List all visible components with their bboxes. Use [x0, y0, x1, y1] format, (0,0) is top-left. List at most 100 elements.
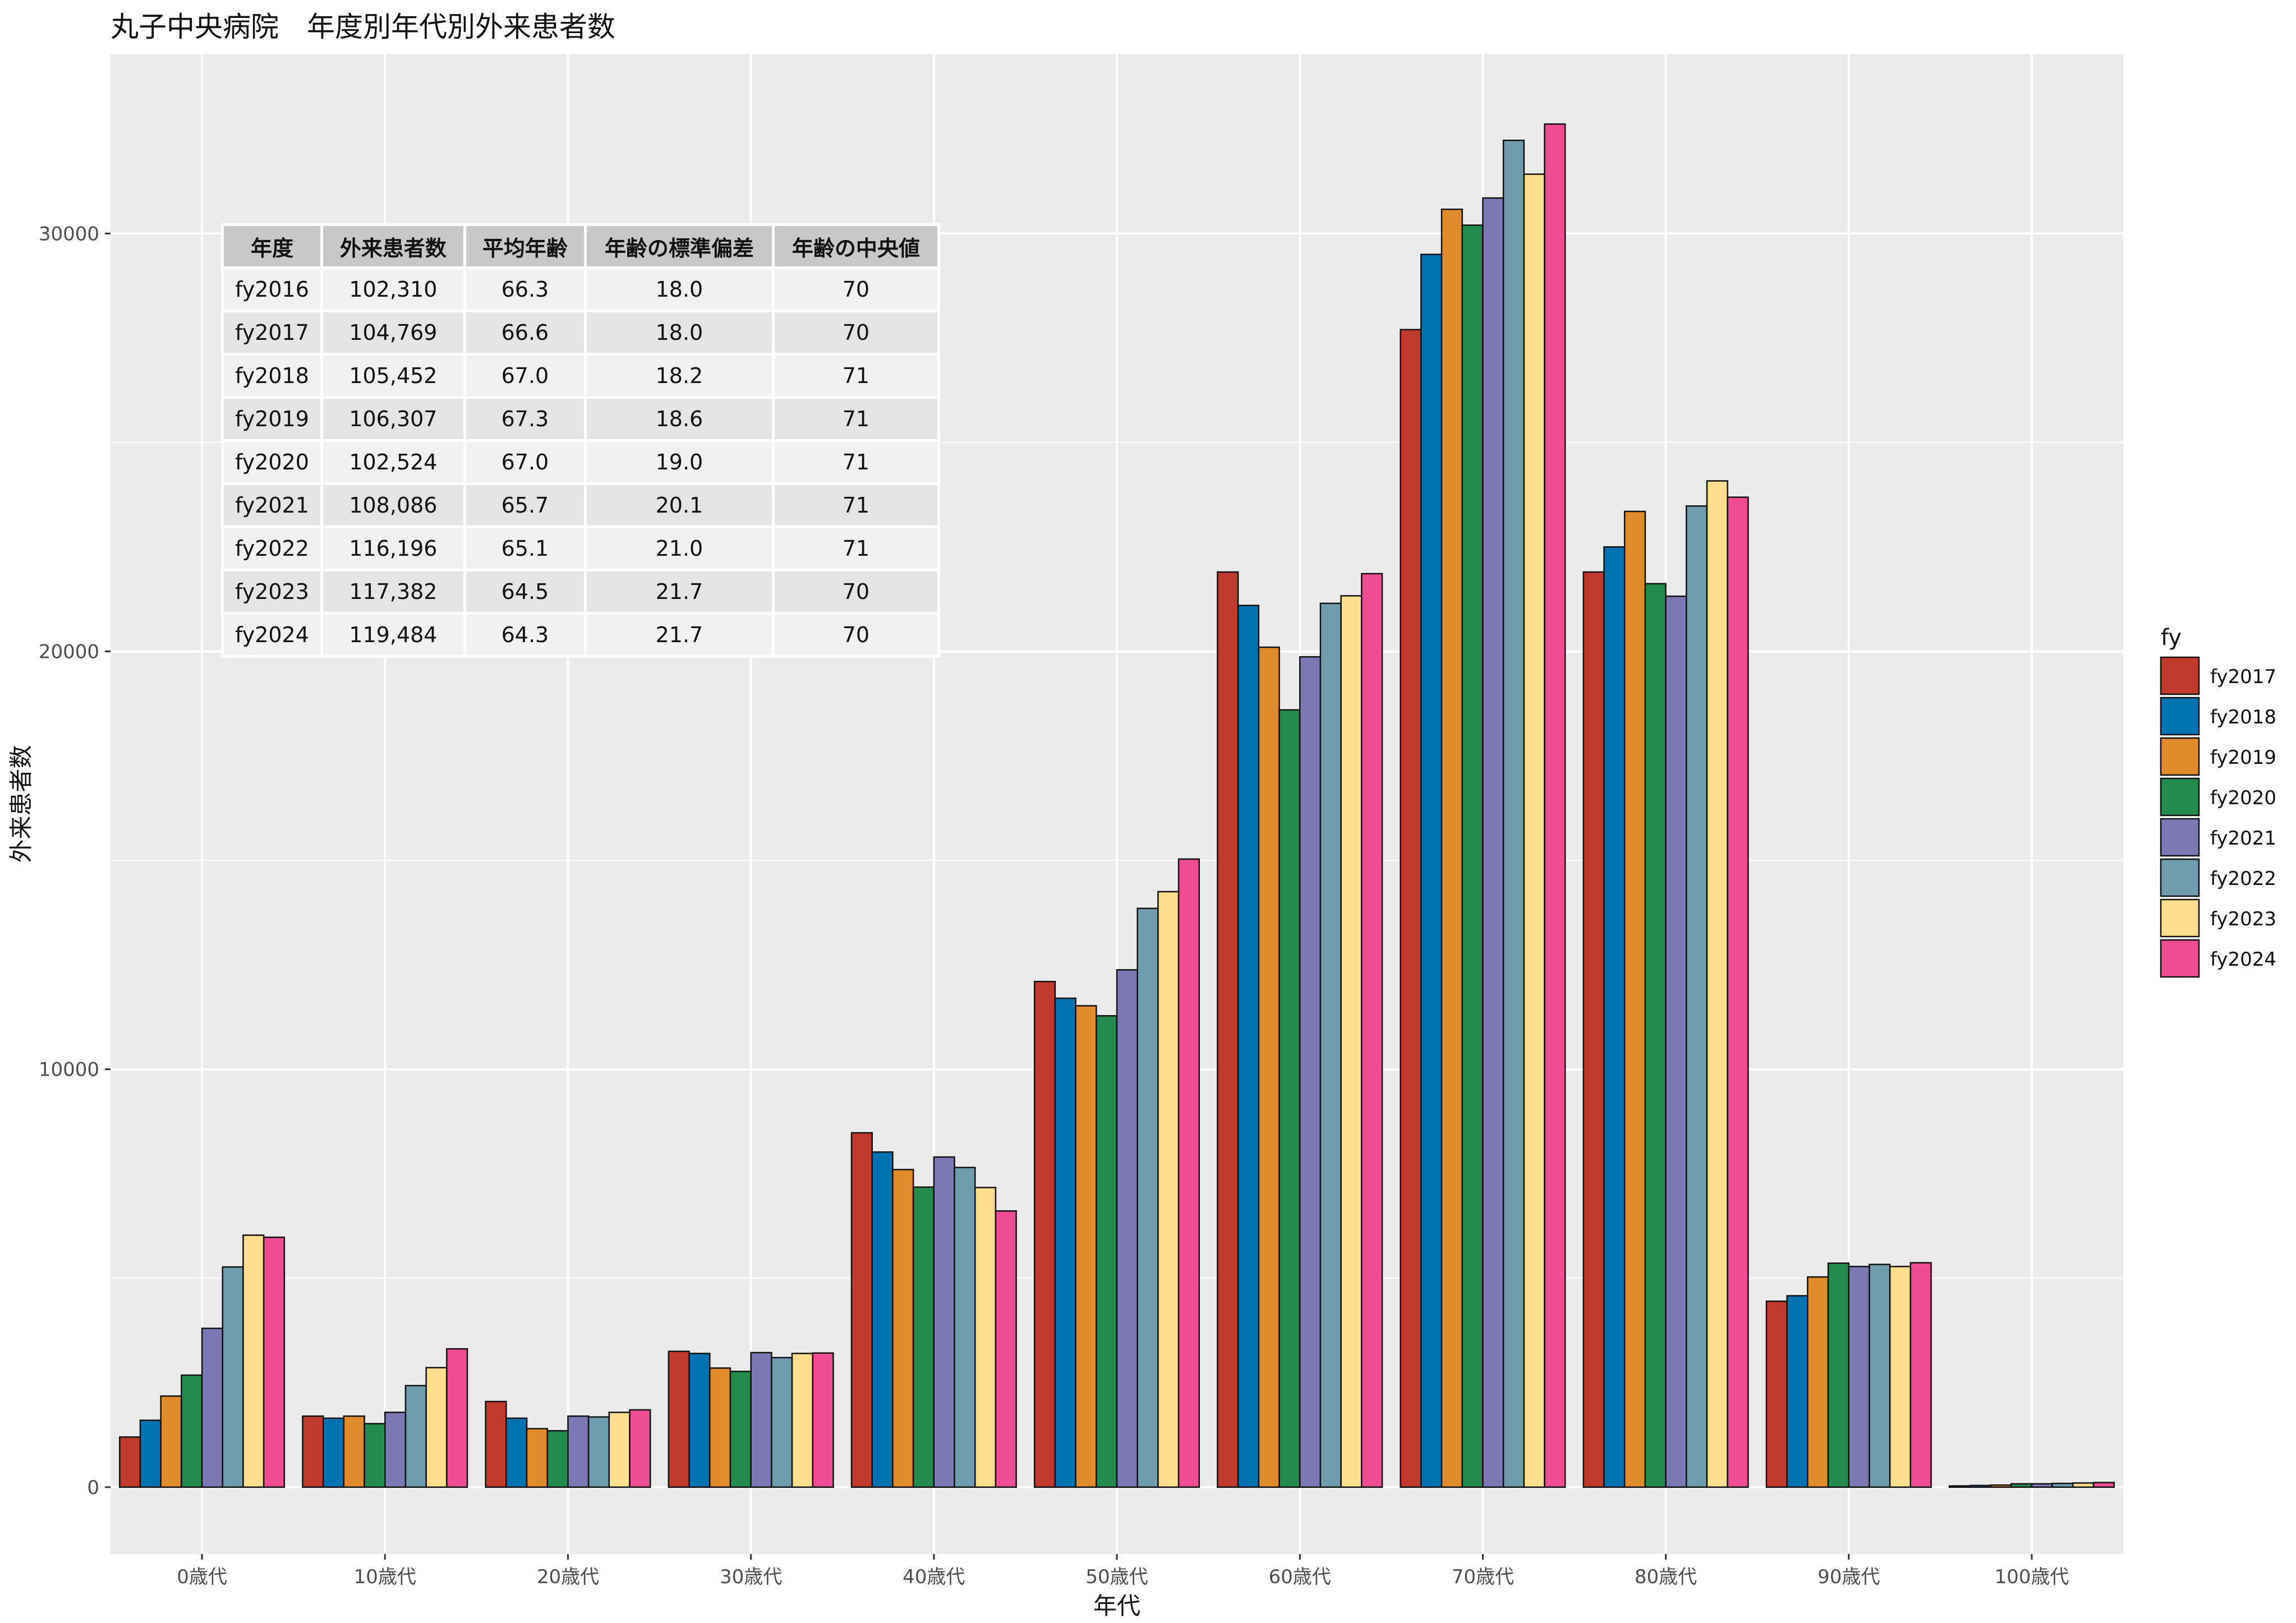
- table-cell-age-median: 71: [774, 528, 937, 569]
- table-cell-age-sd: 21.7: [586, 571, 772, 612]
- table-cell-count: 105,452: [323, 356, 463, 396]
- bar-fy2017-7: [1400, 329, 1422, 1488]
- bar-fy2022-0: [222, 1266, 244, 1488]
- bar-fy2023-6: [1340, 595, 1363, 1488]
- bar-fy2018-1: [322, 1417, 345, 1488]
- table-cell-mean-age: 67.0: [466, 442, 584, 482]
- bar-fy2019-5: [1075, 1005, 1097, 1488]
- table-row: fy2019 106,307 67.3 18.6 71: [224, 399, 937, 439]
- bar-fy2017-0: [119, 1436, 141, 1488]
- table-cell-count: 102,524: [323, 442, 463, 482]
- bar-fy2018-5: [1054, 997, 1076, 1488]
- table-cell-year: fy2021: [224, 485, 320, 525]
- bar-fy2021-2: [567, 1415, 590, 1488]
- x-tick-label: 80歳代: [1635, 1566, 1697, 1588]
- table-cell-age-median: 71: [774, 399, 937, 439]
- legend-key-fy2022: [2160, 858, 2200, 897]
- bar-fy2022-6: [1319, 602, 1342, 1488]
- table-cell-age-sd: 21.0: [586, 528, 772, 569]
- table-row: fy2016 102,310 66.3 18.0 70: [224, 269, 937, 310]
- bar-fy2023-3: [791, 1353, 813, 1488]
- bar-fy2023-2: [608, 1412, 631, 1488]
- x-tick-label: 0歳代: [177, 1566, 227, 1588]
- table-cell-year: fy2018: [224, 356, 320, 396]
- table-cell-mean-age: 65.7: [466, 485, 584, 525]
- bar-fy2018-2: [505, 1417, 528, 1488]
- chart-title: 丸子中央病院 年度別年代別外来患者数: [111, 11, 615, 43]
- bar-fy2019-0: [160, 1395, 182, 1488]
- bar-fy2019-4: [892, 1169, 914, 1488]
- table-header-year: 年度: [224, 226, 320, 266]
- legend-key-fy2024: [2160, 939, 2200, 978]
- table-cell-age-sd: 21.7: [586, 615, 772, 655]
- bar-fy2020-6: [1278, 709, 1301, 1488]
- bar-fy2020-1: [364, 1423, 386, 1488]
- bar-fy2022-3: [771, 1357, 793, 1488]
- bar-fy2020-9: [1827, 1262, 1849, 1488]
- table-cell-mean-age: 65.1: [466, 528, 584, 569]
- table-cell-count: 116,196: [323, 528, 463, 569]
- table-cell-age-median: 70: [774, 571, 937, 612]
- x-tick-label: 70歳代: [1452, 1566, 1514, 1588]
- bar-fy2024-6: [1361, 573, 1383, 1488]
- bar-fy2020-3: [729, 1371, 752, 1488]
- table-cell-year: fy2024: [224, 615, 320, 655]
- y-axis-title: 外来患者数: [7, 745, 35, 863]
- bar-fy2017-2: [485, 1400, 507, 1488]
- table-cell-count: 104,769: [323, 312, 463, 353]
- bar-fy2021-4: [933, 1156, 955, 1488]
- bar-fy2017-4: [850, 1132, 873, 1488]
- legend-label-fy2021: fy2021: [2210, 827, 2276, 850]
- bar-fy2023-9: [1889, 1266, 1912, 1488]
- legend-title: fy: [2161, 625, 2182, 651]
- table-cell-age-sd: 20.1: [586, 485, 772, 525]
- table-row: fy2023 117,382 64.5 21.7 70: [224, 571, 937, 612]
- bar-fy2023-7: [1523, 173, 1545, 1488]
- bar-fy2019-6: [1258, 646, 1280, 1488]
- bar-fy2023-10: [2072, 1482, 2095, 1488]
- bar-fy2017-9: [1765, 1300, 1788, 1488]
- table-row: fy2022 116,196 65.1 21.0 71: [224, 528, 937, 569]
- bar-fy2022-4: [954, 1166, 976, 1488]
- bar-fy2023-0: [242, 1234, 265, 1488]
- bar-fy2024-10: [2092, 1482, 2115, 1488]
- table-row: fy2018 105,452 67.0 18.2 71: [224, 356, 937, 396]
- table-cell-count: 119,484: [323, 615, 463, 655]
- bar-fy2022-2: [587, 1416, 610, 1488]
- bar-fy2019-2: [526, 1428, 549, 1488]
- bar-fy2019-9: [1807, 1276, 1829, 1488]
- table-cell-year: fy2016: [224, 269, 320, 310]
- table-row: fy2021 108,086 65.7 20.1 71: [224, 485, 937, 525]
- legend-label-fy2019: fy2019: [2210, 746, 2276, 769]
- bar-fy2022-10: [2051, 1482, 2074, 1488]
- legend-label-fy2018: fy2018: [2210, 706, 2276, 728]
- table-cell-mean-age: 67.0: [466, 356, 584, 396]
- bar-fy2018-4: [871, 1151, 894, 1488]
- y-tick-label: 0: [87, 1477, 99, 1499]
- table-header-age-median: 年齢の中央値: [774, 226, 937, 266]
- table-cell-mean-age: 66.6: [466, 312, 584, 353]
- y-tick-label: 10000: [39, 1059, 99, 1081]
- bar-fy2021-6: [1299, 656, 1322, 1488]
- table-cell-count: 106,307: [323, 399, 463, 439]
- bar-fy2017-1: [302, 1415, 324, 1488]
- bar-fy2019-7: [1441, 208, 1463, 1488]
- bar-fy2018-7: [1420, 253, 1443, 1488]
- bar-fy2022-8: [1685, 505, 1708, 1488]
- bar-fy2022-9: [1869, 1264, 1891, 1488]
- bar-fy2020-2: [546, 1430, 569, 1488]
- table-cell-count: 102,310: [323, 269, 463, 310]
- x-tick-label: 10歳代: [354, 1566, 416, 1588]
- bar-fy2020-7: [1461, 224, 1484, 1488]
- table-cell-age-median: 71: [774, 442, 937, 482]
- bar-fy2024-9: [1910, 1262, 1932, 1488]
- bar-fy2021-1: [384, 1412, 407, 1488]
- bar-fy2021-8: [1665, 595, 1687, 1488]
- legend-label-fy2024: fy2024: [2210, 948, 2276, 971]
- table-cell-count: 108,086: [323, 485, 463, 525]
- table-cell-year: fy2017: [224, 312, 320, 353]
- bar-fy2024-3: [812, 1352, 834, 1488]
- bar-fy2024-0: [263, 1236, 286, 1488]
- legend-key-fy2021: [2160, 818, 2200, 857]
- table-cell-age-median: 70: [774, 312, 937, 353]
